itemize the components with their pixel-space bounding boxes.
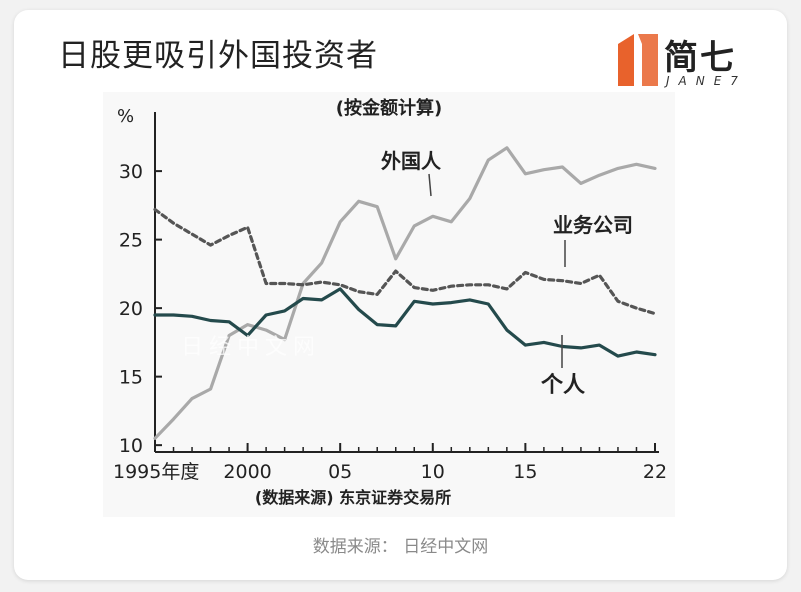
y-tick-label: 25 [119,230,143,252]
page-title: 日股更吸引外国投资者 [58,38,378,74]
x-tick-label: 2000 [223,461,271,483]
source-caption: 数据来源： 日经中文网 [312,537,489,557]
x-tick-label: 15 [513,461,537,483]
series-label: 个人 [541,373,585,398]
line-chart: (按金额计算) % 10 15 20 25 30 1995年度 2000 05 10 15 22 日… [113,97,667,507]
x-tick-label: 22 [643,461,667,483]
x-tick-label: 05 [328,461,352,483]
chart-series: 日经中文网 [153,146,657,440]
chart-panel: (按金额计算) % 10 15 20 25 30 1995年度 2000 05 10 15 22 日… [103,92,675,517]
series-line-2 [153,287,657,358]
brand-mark-icon [618,34,658,86]
chart-subtitle: (按金额计算) [336,97,442,119]
chart-source-note: (数据来源) 东京证券交易所 [255,488,451,507]
y-tick-label: 10 [119,435,143,457]
y-axis-label: % [117,106,134,127]
brand-name: 简七 [664,38,736,78]
watermark-text: 日经中文网 [181,335,321,360]
series-line-1 [153,207,657,316]
y-tick-label: 30 [119,161,143,183]
y-tick-label: 20 [119,298,143,320]
series-label: 业务公司 [553,213,633,237]
annotation-leader [428,173,432,197]
chart-axes: 10 15 20 25 30 1995年度 2000 05 10 15 22 [113,112,667,483]
x-tick-label: 1995年度 [113,461,199,483]
brand-logo: 简七 JANE7 [612,30,772,92]
y-tick-label: 15 [119,367,143,389]
series-label: 外国人 [381,149,442,173]
brand-subtitle: JANE7 [666,74,747,88]
x-tick-label: 10 [421,461,445,483]
